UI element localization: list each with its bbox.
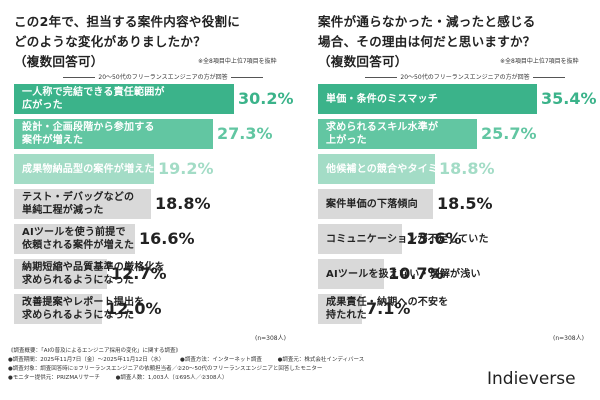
left-bar-value-7: 12.0%: [106, 299, 162, 318]
right-bar-label-7: 成果責任・納期への不安を 持たれた: [326, 294, 448, 324]
right-bar-label-6: AIツールを扱えない・理解が浅い: [326, 259, 481, 289]
right-bar-value-3: 18.8%: [439, 159, 495, 178]
right-bar-value-5: 13.6%: [406, 229, 462, 248]
indieverse-logo: Indieverse: [487, 369, 576, 389]
right-bar-value-1: 35.4%: [541, 89, 597, 108]
right-bar-label-1: 単価・条件のミスマッチ: [326, 84, 438, 114]
right-bar-label-2-line-1: 求められるスキル水準が: [326, 122, 439, 133]
left-bar-label-2-line-2: 案件が増えた: [22, 135, 84, 146]
right-question-line-1: 案件が通らなかった・減ったと感じる: [318, 14, 536, 29]
right-bar-label-2: 求められるスキル水準が 上がった: [326, 119, 438, 149]
right-bar-value-7: 7.1%: [366, 299, 411, 318]
right-question: 案件が通らなかった・減ったと感じる 場合、その理由は何だと思いますか？ （複数回…: [318, 12, 536, 72]
left-bar-6: [14, 259, 107, 289]
left-bar-2: [14, 119, 213, 149]
right-bar-label-1-line-1: 単価・条件のミスマッチ: [326, 93, 438, 105]
left-bar-label-6-line-2: 求められるようになった: [22, 275, 135, 286]
right-bar-label-7-line-1: 成果責任・納期への不安を: [326, 297, 449, 308]
left-n-label: (n=308人): [255, 335, 286, 342]
left-bar-label-4: テスト・デバッグなどの 単純工程が減った: [22, 189, 134, 219]
right-bar-1: [318, 84, 537, 114]
right-question-line-3: （複数回答可）: [318, 54, 408, 69]
left-bar-label-3-line-1: 成果物納品型の案件が増えた: [22, 163, 155, 175]
left-bar-value-5: 16.6%: [139, 229, 195, 248]
right-bar-label-6-line-1: AIツールを扱えない・理解が浅い: [326, 268, 481, 280]
right-bar-label-3: 他候補との競合やタイミング: [326, 154, 459, 184]
right-bar-4: [318, 189, 433, 219]
survey-target: ●調査対象：調査回答時に①フリーランスエンジニアの依頼担当者／②20〜50代のフ…: [8, 366, 323, 372]
left-bar-label-5-line-2: 依頼される案件が増えた: [22, 240, 135, 251]
left-bar-7: [14, 294, 102, 324]
left-bar-5: [14, 224, 135, 254]
right-bar-value-2: 25.7%: [481, 124, 537, 143]
survey-respondents: ●調査人数：1,003人（①695人／②308人）: [115, 375, 228, 381]
right-bar-label-3-line-1: 他候補との競合やタイミング: [326, 163, 459, 175]
left-bar-label-6-line-1: 納期短縮や品質基準の厳格化を: [22, 262, 165, 273]
survey-organizer: ●調査元：株式会社インディバース: [277, 357, 365, 363]
right-bar-value-4: 18.5%: [437, 194, 493, 213]
right-note: ※全8項目中上位7項目を抜粋: [500, 58, 579, 65]
left-subtitle: 20〜50代のフリーランスエンジニアの方が回答: [48, 72, 278, 81]
left-subtitle-text: 20〜50代のフリーランスエンジニアの方が回答: [98, 74, 228, 81]
left-bar-label-1: 一人称で完結できる責任範囲が 広がった: [22, 84, 165, 114]
right-bar-label-4-line-1: 案件単価の下落傾向: [326, 198, 418, 210]
right-n-label: (n=308人): [553, 335, 584, 342]
left-note: ※全8項目中上位7項目を抜粋: [198, 58, 277, 65]
left-bar-label-2: 設計・企画段階から参加する 案件が増えた: [22, 119, 155, 149]
left-question-line-1: この2年で、担当する案件内容や役割に: [14, 14, 241, 29]
right-question-line-2: 場合、その理由は何だと思いますか？: [318, 34, 536, 49]
left-bar-label-1-line-1: 一人称で完結できる責任範囲が: [22, 87, 165, 98]
left-bar-label-3: 成果物納品型の案件が増えた: [22, 154, 155, 184]
survey-footer: 《調査概要：「AIの普及によるエンジニア採用の変化」に関する調査》 ●調査期間：…: [0, 347, 600, 400]
survey-provider: ●モニター提供元：PRIZMAリサーチ: [8, 375, 100, 381]
right-bar-label-5: コミュニケーションが不足していた: [326, 224, 489, 254]
right-bar-label-5-line-1: コミュニケーションが不足していた: [326, 233, 489, 245]
right-bar-label-4: 案件単価の下落傾向: [326, 189, 418, 219]
left-bar-label-7-line-1: 改善提案やレポート提出を: [22, 297, 145, 308]
left-bar-label-7-line-2: 求められるようになった: [22, 310, 135, 321]
right-bar-5: [318, 224, 402, 254]
right-bar-label-7-line-2: 持たれた: [326, 310, 367, 321]
left-bar-value-2: 27.3%: [217, 124, 273, 143]
left-bar-label-4-line-1: テスト・デバッグなどの: [22, 192, 135, 203]
left-bar-label-2-line-1: 設計・企画段階から参加する: [22, 122, 155, 133]
left-question-line-2: どのような変化がありましたか？: [14, 34, 207, 49]
survey-title: 《調査概要：「AIの普及によるエンジニア採用の変化」に関する調査》: [8, 348, 181, 354]
right-bar-7: [318, 294, 362, 324]
left-bar-value-4: 18.8%: [155, 194, 211, 213]
right-subtitle: 20〜50代のフリーランスエンジニアの方が回答: [350, 72, 580, 81]
left-bar-3: [14, 154, 154, 184]
right-bar-6: [318, 259, 384, 289]
left-bar-value-3: 19.2%: [158, 159, 214, 178]
survey-method: ●調査方法：インターネット調査: [180, 357, 262, 363]
left-bar-label-1-line-2: 広がった: [22, 100, 63, 111]
left-bar-label-5-line-1: AIツールを使う前提で: [22, 227, 126, 238]
right-subtitle-text: 20〜50代のフリーランスエンジニアの方が回答: [400, 74, 530, 81]
left-bar-4: [14, 189, 151, 219]
right-bar-3: [318, 154, 435, 184]
left-bar-label-7: 改善提案やレポート提出を 求められるようになった: [22, 294, 144, 324]
left-bar-label-6: 納期短縮や品質基準の厳格化を 求められるようになった: [22, 259, 165, 289]
left-question: この2年で、担当する案件内容や役割に どのような変化がありましたか？ （複数回答…: [14, 12, 240, 72]
left-panel: この2年で、担当する案件内容や役割に どのような変化がありましたか？ （複数回答…: [0, 0, 300, 345]
right-bar-label-2-line-2: 上がった: [326, 135, 367, 146]
left-bar-label-4-line-2: 単純工程が減った: [22, 205, 104, 216]
survey-summary: 《調査概要：「AIの普及によるエンジニア採用の変化」に関する調査》 ●調査期間：…: [8, 347, 378, 383]
survey-period: ●調査期間：2025年11月7日（金）〜2025年11月12日（水）: [8, 357, 165, 363]
right-bar-2: [318, 119, 477, 149]
left-bar-value-1: 30.2%: [238, 89, 294, 108]
left-bar-label-5: AIツールを使う前提で 依頼される案件が増えた: [22, 224, 134, 254]
right-bar-value-6: 10.7%: [388, 264, 444, 283]
left-question-line-3: （複数回答可）: [14, 54, 104, 69]
left-bar-value-6: 12.7%: [111, 264, 167, 283]
right-panel: 案件が通らなかった・減ったと感じる 場合、その理由は何だと思いますか？ （複数回…: [300, 0, 600, 345]
left-bar-1: [14, 84, 234, 114]
